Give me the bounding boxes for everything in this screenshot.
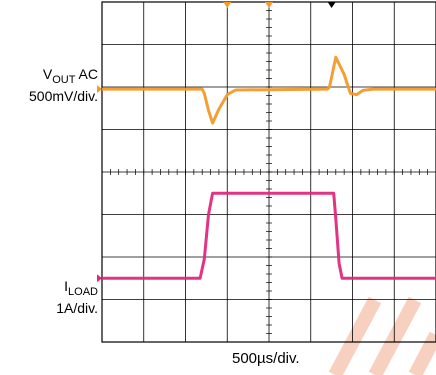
- watermark-stripe-2: [408, 331, 436, 375]
- iload-label-main: I: [64, 278, 69, 294]
- channel-marker-vout: [97, 85, 102, 94]
- time-scale-label: 500µs/div.: [232, 350, 300, 367]
- trigger-marker-2: [265, 2, 273, 8]
- trace-vout: [102, 55, 436, 125]
- vout-label-rest: AC: [75, 66, 98, 82]
- iload-label-sub: LOAD: [68, 285, 98, 298]
- vout-label-sub: OUT: [52, 73, 76, 86]
- watermark-stripe-0: [328, 296, 382, 375]
- trigger-marker-1: [223, 2, 232, 8]
- plot-grid: [101, 1, 436, 343]
- watermark-stripes: [328, 296, 436, 375]
- iload-channel-label: ILOAD 1A/div.: [0, 278, 98, 316]
- channel-marker-iload: [97, 274, 102, 283]
- vout-channel-label: VOUT AC 500mV/div.: [0, 66, 98, 104]
- iload-scale: 1A/div.: [56, 299, 98, 316]
- vout-label-main: V: [42, 66, 53, 82]
- vout-scale: 500mV/div.: [29, 87, 98, 104]
- trigger-marker-3: [327, 2, 336, 8]
- trace-iload: [102, 191, 436, 280]
- watermark-stripe-1: [368, 296, 422, 375]
- trace-layer: [97, 2, 436, 283]
